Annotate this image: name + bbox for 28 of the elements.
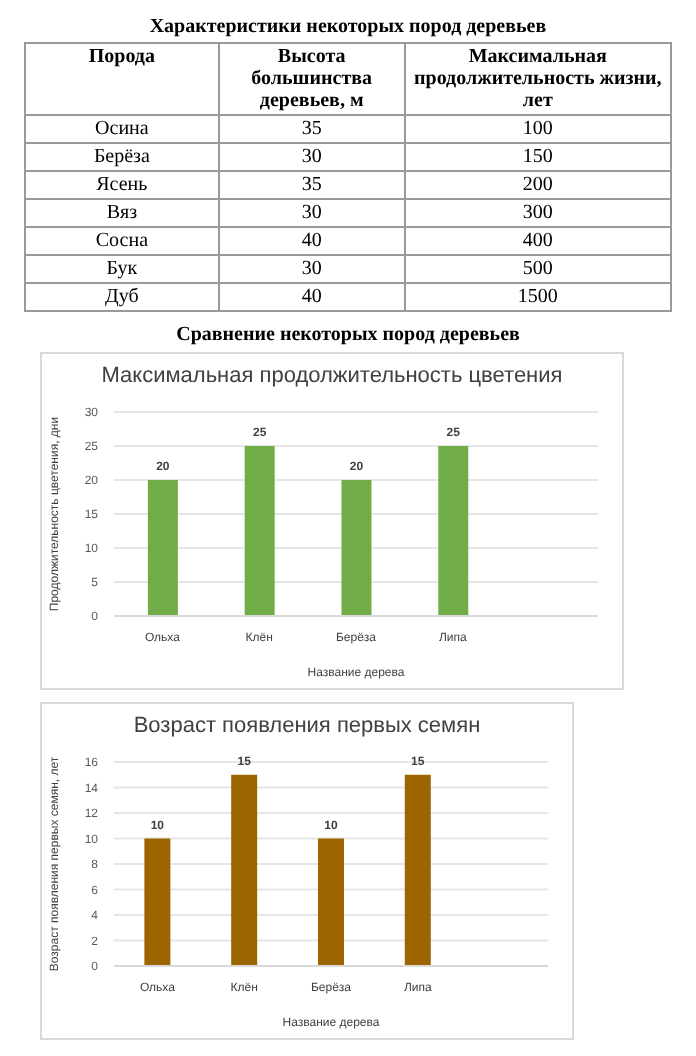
x-tick-label: Максимальная продолжительность жизни, лет xyxy=(404,43,671,115)
data-label: 100 xyxy=(404,115,671,143)
y-tick-label: Ясень xyxy=(25,171,219,199)
x-tick-label: Высота большинства деревьев, м xyxy=(218,43,405,115)
chart-title: Возраст появления первых семян xyxy=(131,714,483,738)
y-tick-label: Бук xyxy=(25,255,219,283)
data-label: 150 xyxy=(404,143,671,171)
data-label: 300 xyxy=(404,199,671,227)
chart-title: Максимальная продолжительность цветения xyxy=(99,364,565,388)
y-tick-label: Берёза xyxy=(25,143,219,171)
y-axis-title: Порода xyxy=(25,43,219,115)
data-label: 35 xyxy=(218,115,405,143)
y-tick-label: Сосна xyxy=(25,227,219,255)
chart-title: Характеристики некоторых пород деревьев xyxy=(147,16,549,38)
data-label: 500 xyxy=(404,255,671,283)
data-label: 30 xyxy=(218,143,405,171)
data-label: 30 xyxy=(218,255,405,283)
chart-subtitle: Сравнение некоторых пород деревьев xyxy=(174,324,522,346)
data-label: 400 xyxy=(404,227,671,255)
data-label: 40 xyxy=(218,283,405,311)
y-tick-label: Вяз xyxy=(25,199,219,227)
y-tick-label: Осина xyxy=(25,115,219,143)
y-tick-label: Дуб xyxy=(25,283,219,311)
data-label: 40 xyxy=(218,227,405,255)
data-label: 200 xyxy=(404,171,671,199)
data-label: 1500 xyxy=(404,283,671,311)
data-label: 30 xyxy=(218,199,405,227)
data-label: 35 xyxy=(218,171,405,199)
